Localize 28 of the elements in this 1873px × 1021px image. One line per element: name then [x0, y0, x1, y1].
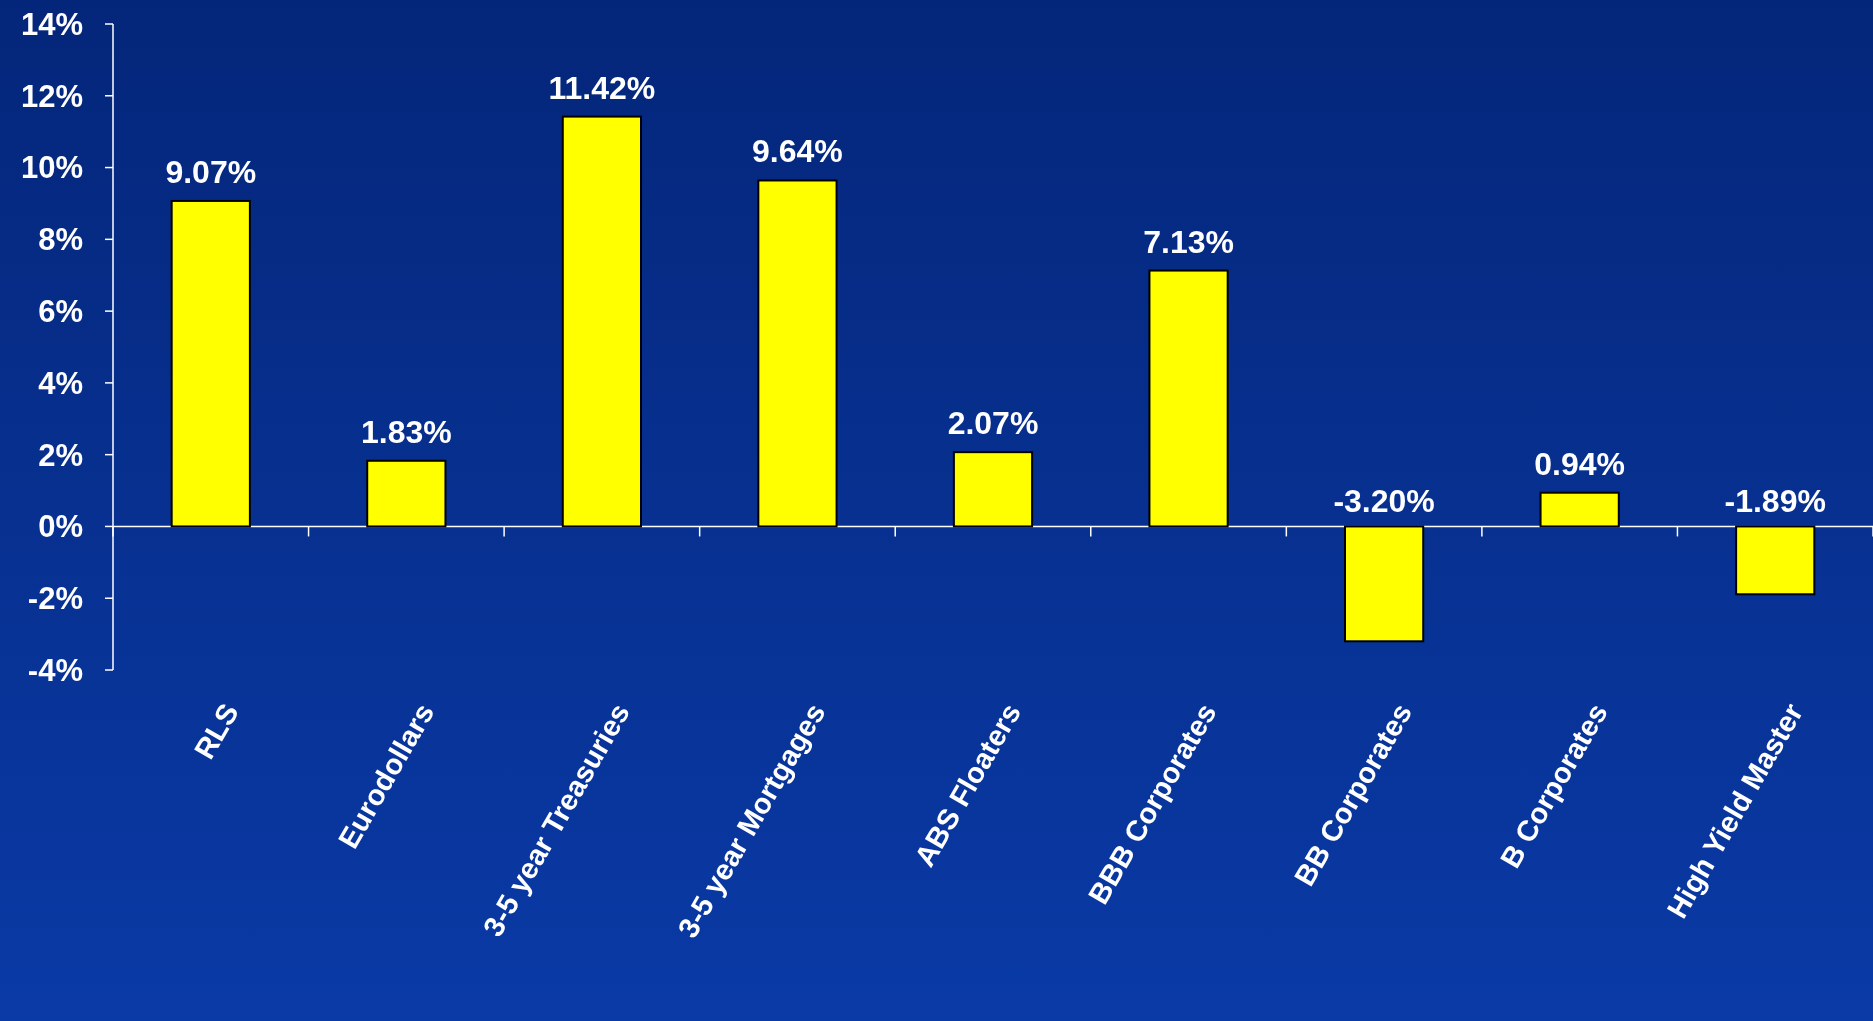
data-label: 2.07%	[947, 405, 1039, 442]
y-tick-label: 0%	[38, 509, 83, 545]
bar	[1148, 269, 1229, 528]
y-tick-label: 6%	[38, 293, 83, 329]
data-label: 0.94%	[1534, 445, 1626, 482]
y-tick-label: 4%	[38, 365, 83, 401]
y-tick-label: 2%	[38, 437, 83, 473]
y-tick-label: 10%	[20, 150, 83, 186]
bar	[757, 179, 838, 528]
y-tick-label: 14%	[20, 6, 83, 42]
bar	[366, 459, 447, 528]
y-tick-label: 8%	[38, 222, 83, 258]
data-label: -3.20%	[1333, 483, 1435, 520]
data-label: 9.07%	[165, 153, 257, 190]
y-tick-label: -4%	[27, 652, 83, 688]
bar	[1539, 491, 1620, 528]
y-tick-label: -2%	[27, 581, 83, 617]
data-label: 1.83%	[360, 413, 452, 450]
data-label: 7.13%	[1143, 223, 1234, 260]
data-label: -1.89%	[1724, 483, 1826, 520]
data-label: 11.42%	[548, 69, 656, 106]
bar	[1735, 525, 1816, 596]
y-tick-label: 12%	[20, 78, 83, 114]
bar	[561, 115, 642, 528]
bar	[1344, 525, 1425, 643]
data-label: 9.64%	[752, 133, 843, 170]
bar	[170, 199, 251, 528]
bar	[952, 451, 1034, 528]
